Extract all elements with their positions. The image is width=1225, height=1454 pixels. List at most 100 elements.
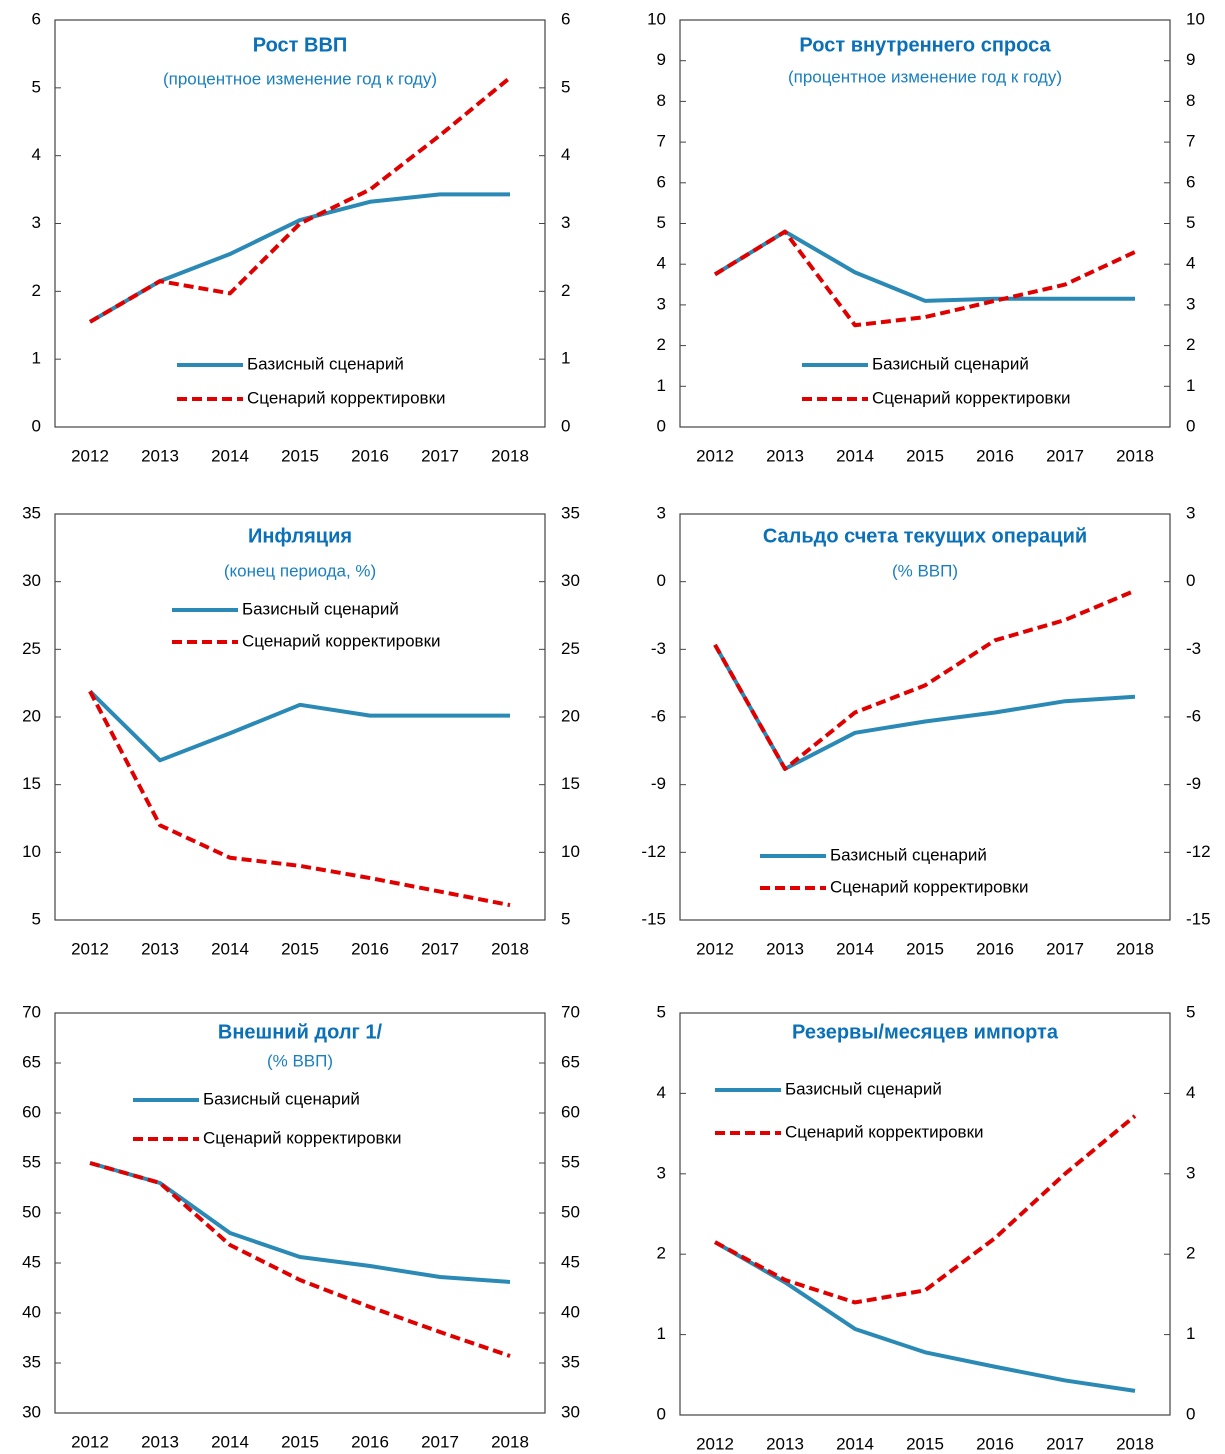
chart-subtitle: (% ВВП) <box>892 561 958 580</box>
x-tick-label: 2018 <box>491 446 529 465</box>
y-tick-label: 1 <box>32 349 41 368</box>
x-tick-label: 2015 <box>281 446 319 465</box>
y2-tick-label: 30 <box>561 571 580 590</box>
y2-tick-label: 0 <box>1186 416 1195 435</box>
series-line <box>88 689 510 763</box>
y2-tick-label: -3 <box>1186 639 1201 658</box>
x-tick-label: 2013 <box>141 1432 179 1451</box>
y2-tick-label: 15 <box>561 774 580 793</box>
y2-tick-label: 10 <box>561 842 580 861</box>
chart-title: Сальдо счета текущих операций <box>763 525 1087 547</box>
x-tick-label: 2014 <box>836 939 874 958</box>
x-tick-label: 2016 <box>976 1434 1014 1453</box>
y-tick-label: 5 <box>32 909 41 928</box>
x-tick-label: 2015 <box>906 939 944 958</box>
chart-subtitle: (конец периода, %) <box>224 561 376 580</box>
legend-label: Базисный сценарий <box>242 599 399 618</box>
y-tick-label: 30 <box>22 1402 41 1421</box>
y2-tick-label: 0 <box>1186 571 1195 590</box>
legend-label: Сценарий корректировки <box>872 388 1071 407</box>
x-tick-label: 2013 <box>141 446 179 465</box>
y2-tick-label: 30 <box>561 1402 580 1421</box>
y2-tick-label: -12 <box>1186 842 1211 861</box>
y2-tick-label: 3 <box>1186 503 1195 522</box>
y-tick-label: 15 <box>22 774 41 793</box>
y-tick-label: 70 <box>22 1002 41 1021</box>
legend-label: Базисный сценарий <box>872 354 1029 373</box>
x-tick-label: 2017 <box>421 1432 459 1451</box>
legend-label: Базисный сценарий <box>785 1079 942 1098</box>
legend-label: Базисный сценарий <box>247 354 404 373</box>
x-tick-label: 2014 <box>836 1434 874 1453</box>
y2-tick-label: 2 <box>1186 1244 1195 1263</box>
y-tick-label: 60 <box>22 1102 41 1121</box>
x-tick-label: 2017 <box>1046 939 1084 958</box>
x-tick-label: 2016 <box>351 1432 389 1451</box>
y-tick-label: 4 <box>657 254 666 273</box>
x-tick-label: 2014 <box>211 1432 249 1451</box>
y-tick-label: 6 <box>32 9 41 28</box>
y2-tick-label: 65 <box>561 1052 580 1071</box>
y-tick-label: 2 <box>32 281 41 300</box>
series-line <box>713 229 1135 303</box>
plot-frame <box>679 1012 1171 1416</box>
x-tick-label: 2018 <box>491 1432 529 1451</box>
x-tick-label: 2017 <box>1046 1434 1084 1453</box>
x-tick-label: 2012 <box>71 446 109 465</box>
y2-tick-label: 10 <box>1186 9 1205 28</box>
x-tick-label: 2013 <box>766 939 804 958</box>
x-tick-label: 2013 <box>141 939 179 958</box>
y2-tick-label: 9 <box>1186 50 1195 69</box>
y-tick-label: 5 <box>657 213 666 232</box>
y2-tick-label: -15 <box>1186 909 1211 928</box>
y2-tick-label: 3 <box>1186 1163 1195 1182</box>
chart-subtitle: (% ВВП) <box>267 1051 333 1070</box>
y-tick-label: 30 <box>22 571 41 590</box>
y2-tick-label: 5 <box>561 77 570 96</box>
y-tick-label: 50 <box>22 1202 41 1221</box>
y2-tick-label: 25 <box>561 639 580 658</box>
x-tick-label: 2013 <box>766 1434 804 1453</box>
x-tick-label: 2015 <box>281 1432 319 1451</box>
y-tick-label: 0 <box>657 1404 666 1423</box>
x-tick-label: 2014 <box>211 446 249 465</box>
y-tick-label: 35 <box>22 1352 41 1371</box>
y-tick-label: 7 <box>657 132 666 151</box>
y2-tick-label: 1 <box>1186 376 1195 395</box>
x-tick-label: 2015 <box>906 446 944 465</box>
series-line <box>88 690 511 908</box>
x-tick-label: 2015 <box>281 939 319 958</box>
x-tick-label: 2014 <box>836 446 874 465</box>
chart-title: Резервы/месяцев импорта <box>792 1021 1059 1043</box>
y2-tick-label: 0 <box>561 416 570 435</box>
y2-tick-label: 1 <box>561 349 570 368</box>
series-line <box>89 1161 511 1358</box>
y2-tick-label: 45 <box>561 1252 580 1271</box>
y-tick-label: 65 <box>22 1052 41 1071</box>
y-tick-label: -3 <box>651 639 666 658</box>
x-tick-label: 2016 <box>976 446 1014 465</box>
series-line <box>714 1114 1137 1305</box>
x-tick-label: 2018 <box>491 939 529 958</box>
y-tick-label: -15 <box>641 909 666 928</box>
series-line <box>89 1161 511 1284</box>
y2-tick-label: 4 <box>1186 1083 1195 1102</box>
legend-label: Базисный сценарий <box>203 1089 360 1108</box>
y2-tick-label: 60 <box>561 1102 580 1121</box>
y2-tick-label: 70 <box>561 1002 580 1021</box>
y-tick-label: -9 <box>651 774 666 793</box>
chart-title: Внешний долг 1/ <box>218 1021 383 1043</box>
y-tick-label: 4 <box>657 1083 666 1102</box>
y-tick-label: 0 <box>32 416 41 435</box>
plot-frame <box>54 1012 546 1414</box>
chart-title: Рост ВВП <box>253 34 348 56</box>
series-line <box>713 588 1136 771</box>
series-line <box>88 76 512 324</box>
y2-tick-label: 6 <box>561 9 570 28</box>
y2-tick-label: 2 <box>561 281 570 300</box>
y2-tick-label: 0 <box>1186 1404 1195 1423</box>
y2-tick-label: 2 <box>1186 335 1195 354</box>
series-line <box>713 643 1136 771</box>
y-tick-label: 1 <box>657 376 666 395</box>
